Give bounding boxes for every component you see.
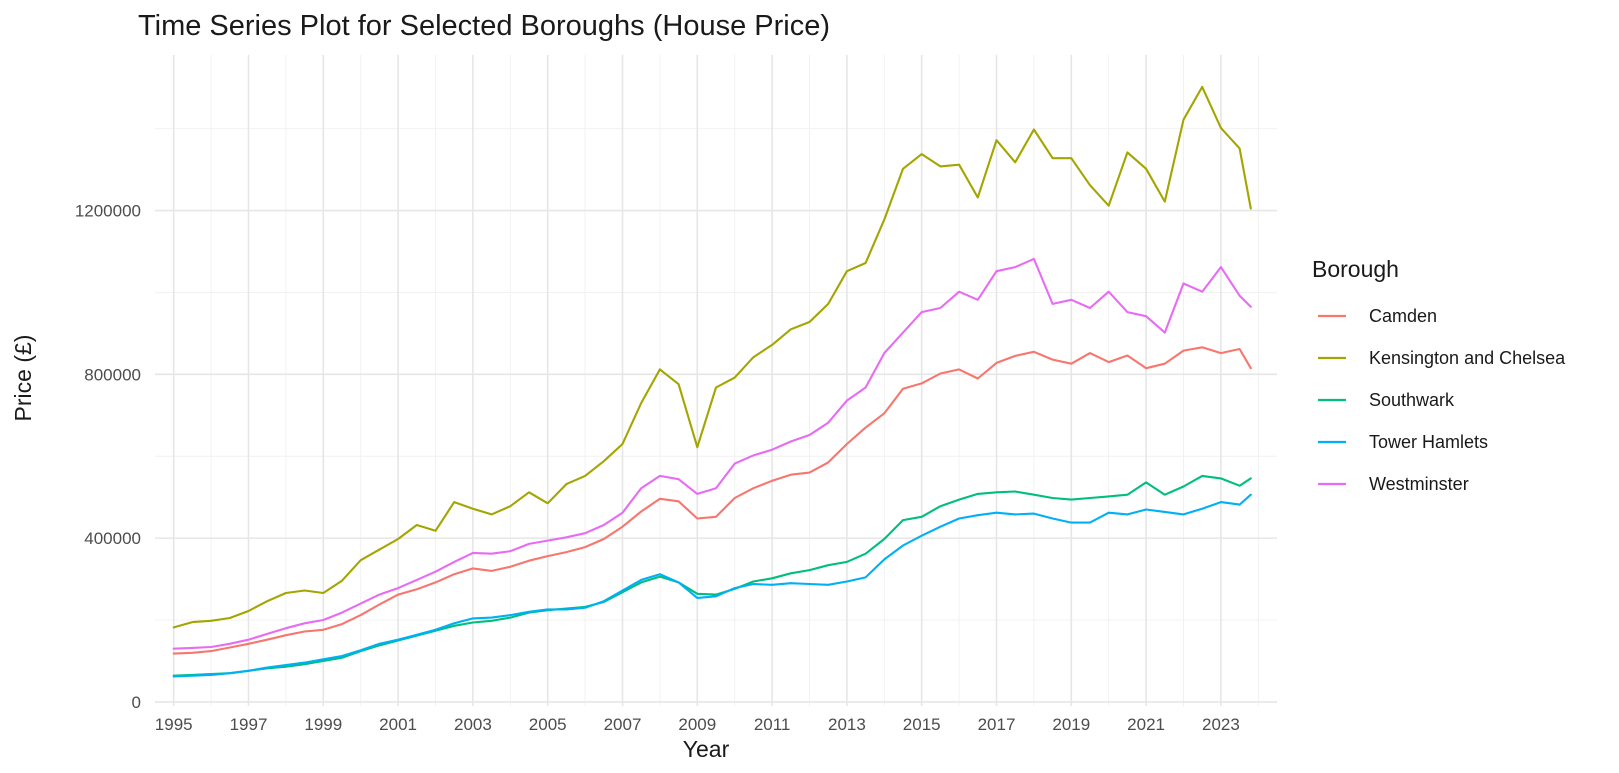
x-tick-label: 1997 [230, 715, 268, 734]
x-tick-labels: 1995 1997 1999 2001 2003 2005 2007 2009 2011 2013… [155, 715, 1240, 734]
x-tick-label: 1995 [155, 715, 193, 734]
chart-title: Time Series Plot for Selected Boroughs (… [138, 10, 830, 42]
legend-label: Camden [1369, 306, 1437, 326]
legend-label: Tower Hamlets [1369, 432, 1488, 452]
legend-items: Camden Kensington and Chelsea Southwark Tow… [1318, 306, 1566, 494]
series-line [172, 493, 1252, 678]
x-tick-label: 2015 [903, 715, 941, 734]
x-tick-label: 2017 [978, 715, 1016, 734]
series-line [172, 257, 1252, 650]
x-tick-label: 2023 [1202, 715, 1240, 734]
legend: Borough Camden Kensington and Chelsea Sout… [1312, 256, 1566, 494]
y-tick-label: 0 [132, 693, 141, 712]
x-tick-label: 2011 [754, 715, 791, 734]
x-tick-label: 2003 [454, 715, 492, 734]
y-tick-label: 1200000 [75, 202, 141, 221]
x-axis-title: Year [683, 736, 730, 762]
x-tick-label: 2005 [529, 715, 567, 734]
legend-label: Southwark [1369, 390, 1455, 410]
x-tick-label: 2009 [678, 715, 716, 734]
y-axis-title: Price (£) [10, 335, 36, 422]
x-tick-label: 2019 [1052, 715, 1090, 734]
series-line [172, 474, 1252, 677]
y-tick-label: 800000 [84, 365, 141, 384]
legend-title: Borough [1312, 256, 1399, 282]
x-tick-label: 2001 [379, 715, 417, 734]
series-lines [172, 85, 1252, 678]
x-tick-label: 2021 [1127, 715, 1165, 734]
x-tick-label: 2007 [604, 715, 642, 734]
legend-label: Kensington and Chelsea [1369, 348, 1566, 368]
x-tick-label: 1999 [304, 715, 342, 734]
legend-label: Westminster [1369, 474, 1469, 494]
series-line [172, 85, 1252, 629]
y-tick-label: 400000 [84, 529, 141, 548]
series-line [172, 346, 1252, 655]
y-tick-labels: 0 400000 800000 1200000 [75, 202, 141, 712]
grid [155, 55, 1277, 706]
x-tick-label: 2013 [828, 715, 866, 734]
